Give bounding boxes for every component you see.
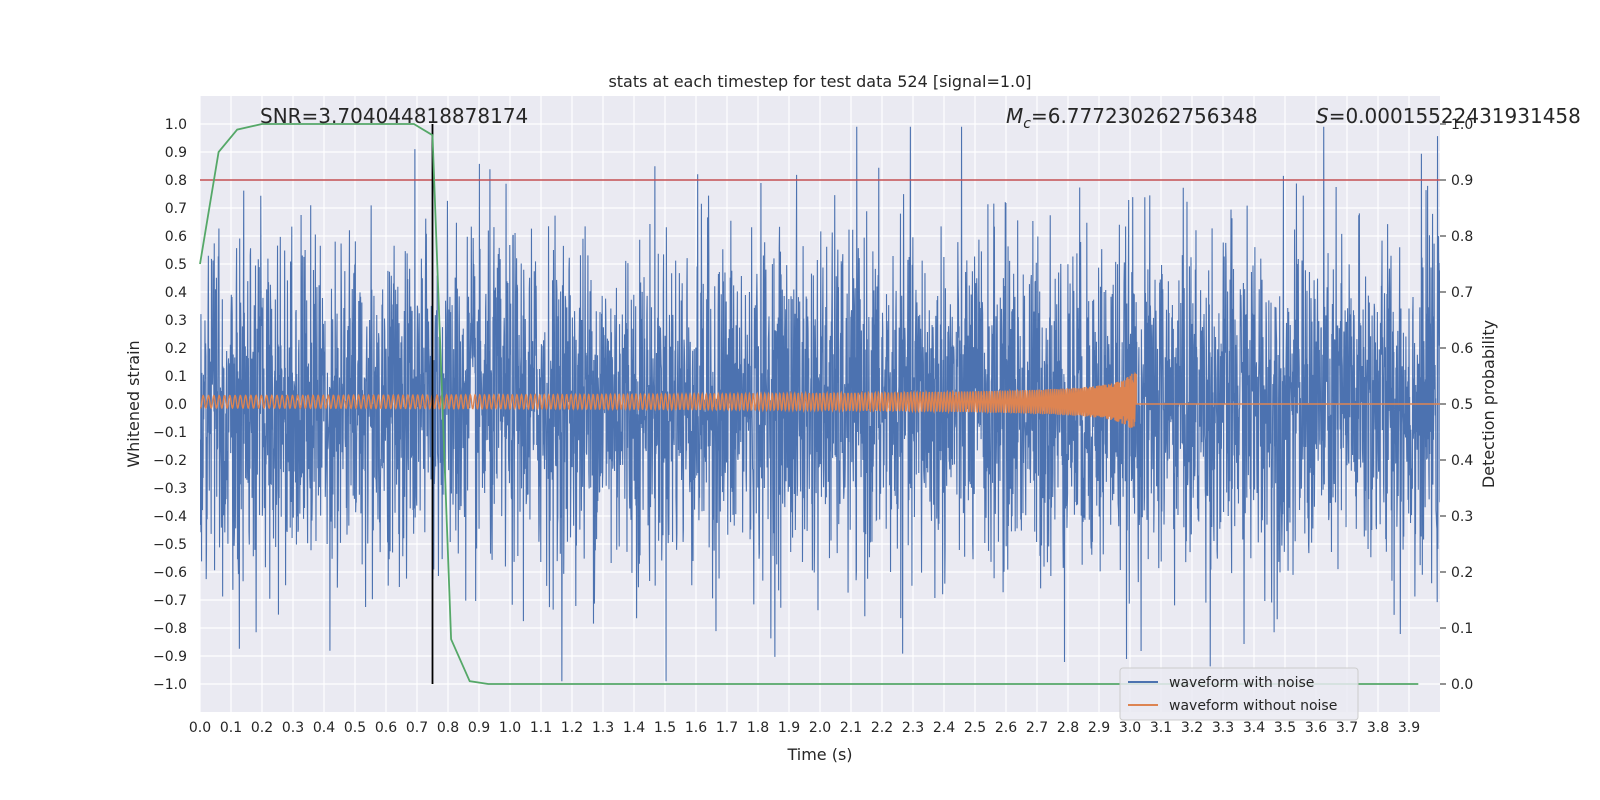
x-tick-label: 1.3 [592, 720, 614, 736]
y2-tick-label: 0.9 [1451, 173, 1473, 189]
x-tick-label: 2.9 [1088, 720, 1110, 736]
x-tick-labels: 0.0 0.1 0.2 0.3 0.4 0.5 0.6 0.7 0.8 0.9 1.0 1.1 1.2 1… [189, 720, 1420, 736]
s-annotation: S=0.00015522431931458 [1316, 104, 1581, 128]
y-tick-label: −1.0 [153, 677, 187, 693]
x-tick-label: 1.2 [561, 720, 583, 736]
x-tick-label: 0.5 [344, 720, 366, 736]
y-tick-label: 0.7 [165, 201, 187, 217]
legend: waveform with noise waveform without noi… [1119, 667, 1359, 721]
x-tick-label: 2.2 [871, 720, 893, 736]
chirp-mass-value: =6.777230262756348 [1031, 104, 1258, 128]
x-tick-label: 0.2 [251, 720, 273, 736]
snr-annotation: SNR=3.704044818878174 [260, 104, 528, 128]
y2-tick-label: 0.5 [1451, 397, 1473, 413]
x-tick-label: 0.1 [220, 720, 242, 736]
series-layer [200, 126, 1440, 682]
chirp-mass-symbol: M [1006, 104, 1023, 128]
x-tick-label: 0.4 [313, 720, 335, 736]
overlay-layer [199, 123, 1440, 685]
legend-box [1119, 667, 1359, 721]
y-tick-label: 0.0 [165, 397, 187, 413]
x-tick-label: 2.0 [809, 720, 831, 736]
detection-probability-line [199, 123, 1419, 685]
x-tick-label: 3.0 [1119, 720, 1141, 736]
x-tick-label: 3.8 [1367, 720, 1389, 736]
y2-tick-labels: 1.0 0.9 0.8 0.7 0.6 0.5 0.4 0.3 0.2 0.1 0.0 [1440, 117, 1473, 693]
x-tick-label: 3.4 [1243, 720, 1265, 736]
y2-tick-label: 0.3 [1451, 509, 1473, 525]
y-tick-label: −0.9 [153, 649, 187, 665]
s-symbol: S [1316, 104, 1329, 128]
chart-title: stats at each timestep for test data 524… [608, 72, 1031, 91]
x-axis-label: Time (s) [786, 745, 852, 764]
y2-tick-label: 0.7 [1451, 285, 1473, 301]
y-tick-label: 1.0 [165, 117, 187, 133]
x-tick-label: 1.5 [654, 720, 676, 736]
y-tick-labels: 1.0 0.9 0.8 0.7 0.6 0.5 0.4 0.3 0.2 0.1 0.0 −0.1 −0.… [153, 117, 187, 693]
y2-tick-label: 0.8 [1451, 229, 1473, 245]
y2-axis-label: Detection probability [1479, 320, 1498, 488]
x-tick-label: 1.7 [716, 720, 738, 736]
x-tick-label: 2.6 [995, 720, 1017, 736]
x-tick-label: 3.3 [1212, 720, 1234, 736]
y-tick-label: 0.6 [165, 229, 187, 245]
x-tick-label: 2.8 [1057, 720, 1079, 736]
x-tick-label: 2.3 [902, 720, 924, 736]
y2-tick-label: 0.2 [1451, 565, 1473, 581]
y-tick-label: −0.3 [153, 481, 187, 497]
x-tick-label: 1.8 [747, 720, 769, 736]
x-tick-label: 1.1 [530, 720, 552, 736]
x-tick-label: 3.1 [1150, 720, 1172, 736]
x-tick-label: 0.6 [375, 720, 397, 736]
series-waveform-without-noise [200, 371, 1440, 429]
x-tick-label: 3.9 [1398, 720, 1420, 736]
y-tick-label: 0.2 [165, 341, 187, 357]
y-tick-label: 0.3 [165, 313, 187, 329]
y2-tick-label: 0.6 [1451, 341, 1473, 357]
legend-label-clean: waveform without noise [1169, 698, 1337, 714]
x-tick-label: 1.9 [778, 720, 800, 736]
x-tick-label: 0.9 [468, 720, 490, 736]
chirp-mass-subscript: c [1023, 116, 1031, 132]
y-tick-label: −0.2 [153, 453, 187, 469]
s-value: =0.00015522431931458 [1329, 104, 1581, 128]
y-tick-label: −0.4 [153, 509, 187, 525]
x-tick-label: 0.8 [437, 720, 459, 736]
y-tick-label: −0.6 [153, 565, 187, 581]
y2-tick-label: 1.0 [1451, 117, 1473, 133]
x-tick-label: 2.7 [1026, 720, 1048, 736]
x-tick-label: 3.6 [1305, 720, 1327, 736]
x-tick-label: 3.2 [1181, 720, 1203, 736]
x-tick-label: 1.0 [499, 720, 521, 736]
chirp-mass-annotation: Mc=6.777230262756348 [1006, 104, 1258, 132]
x-tick-label: 1.6 [685, 720, 707, 736]
x-tick-label: 1.4 [623, 720, 645, 736]
y-tick-label: 0.9 [165, 145, 187, 161]
y-tick-label: 0.5 [165, 257, 187, 273]
y2-tick-label: 0.1 [1451, 621, 1473, 637]
y-tick-label: −0.1 [153, 425, 187, 441]
y2-tick-label: 0.0 [1451, 677, 1473, 693]
y-tick-label: 0.1 [165, 369, 187, 385]
y-tick-label: −0.7 [153, 593, 187, 609]
x-tick-label: 0.3 [282, 720, 304, 736]
y-tick-label: −0.5 [153, 537, 187, 553]
legend-label-noise: waveform with noise [1169, 675, 1314, 691]
series-waveform-with-noise [200, 126, 1440, 682]
x-tick-label: 3.5 [1274, 720, 1296, 736]
x-tick-label: 2.4 [933, 720, 955, 736]
y2-tick-label: 0.4 [1451, 453, 1473, 469]
x-tick-label: 0.7 [406, 720, 428, 736]
y-tick-label: −0.8 [153, 621, 187, 637]
y-axis-label: Whitened strain [124, 340, 143, 467]
y-tick-label: 0.8 [165, 173, 187, 189]
y-tick-label: 0.4 [165, 285, 187, 301]
x-tick-label: 2.5 [964, 720, 986, 736]
x-tick-label: 0.0 [189, 720, 211, 736]
x-tick-label: 2.1 [840, 720, 862, 736]
x-tick-label: 3.7 [1336, 720, 1358, 736]
